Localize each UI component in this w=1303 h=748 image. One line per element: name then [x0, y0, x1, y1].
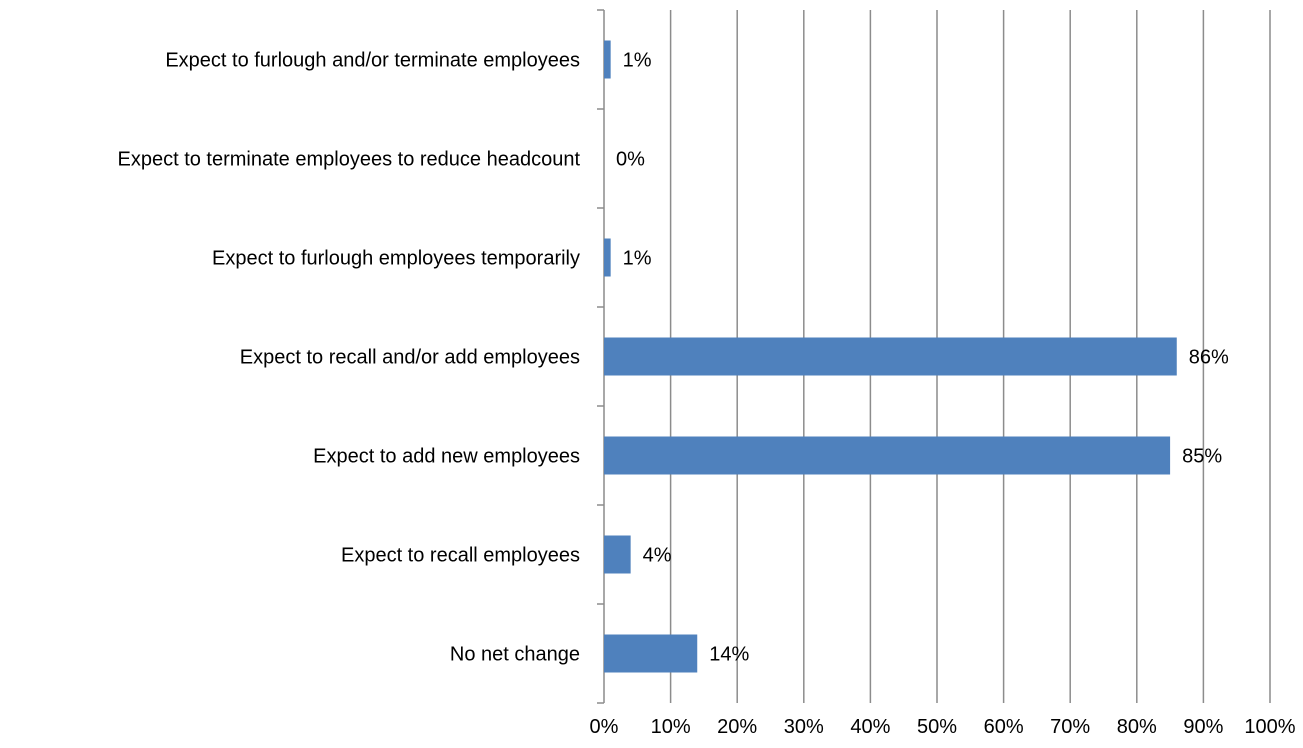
- value-labels: 1% 0% 1% 86% 85% 4% 14%: [616, 50, 1229, 666]
- x-tick-labels: 0% 10% 20% 30% 40% 50% 60% 70% 80% 90% 100%: [590, 716, 1296, 738]
- data-label: 86%: [1189, 347, 1229, 369]
- category-label: Expect to add new employees: [313, 446, 580, 468]
- x-tick-label: 0%: [590, 716, 619, 738]
- category-label: No net change: [450, 644, 580, 666]
- data-label: 1%: [623, 248, 652, 270]
- data-label: 0%: [616, 149, 645, 171]
- x-tick-label: 40%: [850, 716, 890, 738]
- x-tick-label: 50%: [917, 716, 957, 738]
- x-tick-label: 70%: [1050, 716, 1090, 738]
- category-label: Expect to terminate employees to reduce …: [118, 149, 581, 171]
- bar: [604, 634, 698, 673]
- x-tick-label: 20%: [717, 716, 757, 738]
- data-label: 4%: [643, 545, 672, 567]
- bar: [604, 238, 611, 277]
- category-label: Expect to furlough and/or terminate empl…: [165, 50, 580, 72]
- category-label: Expect to recall employees: [341, 545, 580, 567]
- x-tick-label: 30%: [784, 716, 824, 738]
- bar: [604, 436, 1171, 475]
- bar: [604, 535, 631, 574]
- bar: [604, 337, 1177, 376]
- y-axis: [597, 9, 605, 704]
- x-tick-label: 60%: [984, 716, 1024, 738]
- category-label: Expect to furlough employees temporarily: [212, 248, 580, 270]
- data-label: 85%: [1182, 446, 1222, 468]
- x-tick-label: 100%: [1244, 716, 1295, 738]
- x-tick-label: 10%: [651, 716, 691, 738]
- x-tick-label: 80%: [1117, 716, 1157, 738]
- bars: [604, 40, 1177, 673]
- data-label: 14%: [709, 644, 749, 666]
- bar: [604, 40, 611, 79]
- category-labels: Expect to furlough and/or terminate empl…: [118, 50, 581, 666]
- x-tick-label: 90%: [1183, 716, 1223, 738]
- data-label: 1%: [623, 50, 652, 72]
- category-label: Expect to recall and/or add employees: [240, 347, 580, 369]
